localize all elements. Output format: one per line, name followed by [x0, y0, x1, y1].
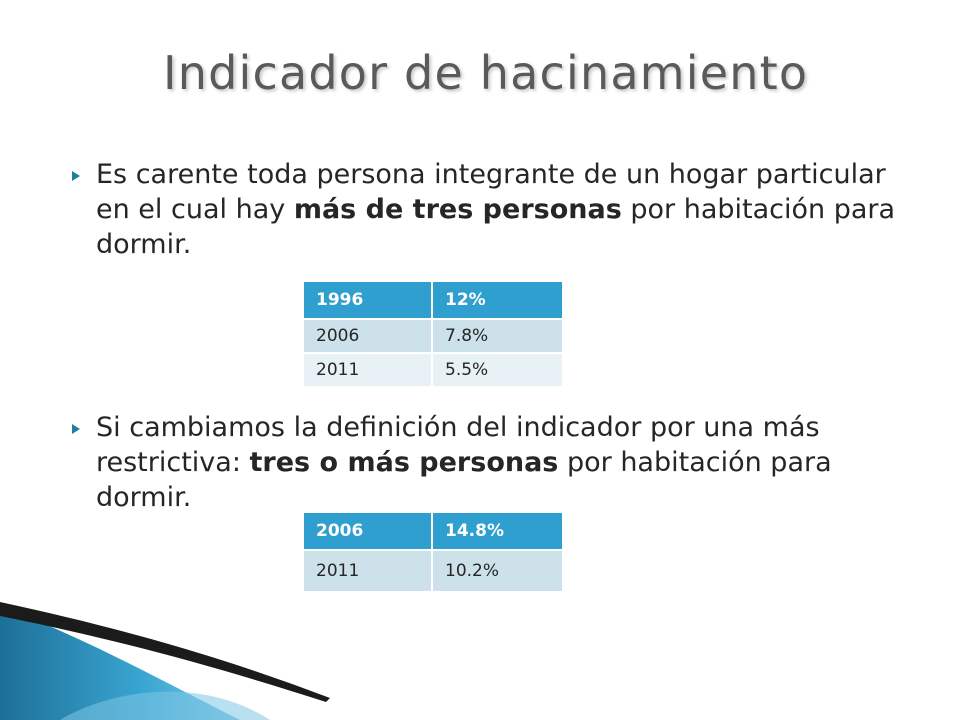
- bullet-arrow-icon: [72, 424, 80, 434]
- table-cell-year: 2006: [302, 511, 433, 551]
- bullet-text-bold: más de tres personas: [293, 194, 622, 225]
- table-cell-value: 10.2%: [431, 549, 564, 593]
- table-row: 1996 12%: [302, 280, 564, 320]
- table-cell-value: 14.8%: [431, 511, 564, 551]
- table-row: 2011 5.5%: [302, 352, 564, 388]
- table-cell-year: 1996: [302, 280, 433, 320]
- bullet-text-before: Es carente toda persona integrante de un…: [96, 159, 886, 225]
- bullet-text-after: por habitación para dormir.: [96, 447, 832, 513]
- bullet-text-after: por habitación para dormir.: [96, 194, 896, 260]
- bullet-text-bold: tres o más personas: [249, 447, 559, 478]
- table-cell-year: 2006: [302, 318, 433, 354]
- table-original-indicator: 1996 12% 2006 7.8% 2011 5.5%: [302, 280, 564, 388]
- table-cell-year: 2011: [302, 549, 433, 593]
- table-cell-year: 2011: [302, 352, 433, 388]
- table-restrictive-indicator: 2006 14.8% 2011 10.2%: [302, 511, 564, 593]
- bullet-definition: Es carente toda persona integrante de un…: [72, 157, 906, 262]
- bullet-restrictive-definition: Si cambiamos la definición del indicador…: [72, 410, 906, 515]
- bullet-text-before: Si cambiamos la definición del indicador…: [96, 412, 820, 478]
- table-cell-value: 7.8%: [431, 318, 564, 354]
- table-row: 2006 7.8%: [302, 318, 564, 354]
- table-row: 2011 10.2%: [302, 549, 564, 593]
- bullet-arrow-icon: [72, 171, 80, 181]
- slide-title: Indicador de hacinamiento: [163, 46, 809, 100]
- table-row: 2006 14.8%: [302, 511, 564, 551]
- table-cell-value: 5.5%: [431, 352, 564, 388]
- table-cell-value: 12%: [431, 280, 564, 320]
